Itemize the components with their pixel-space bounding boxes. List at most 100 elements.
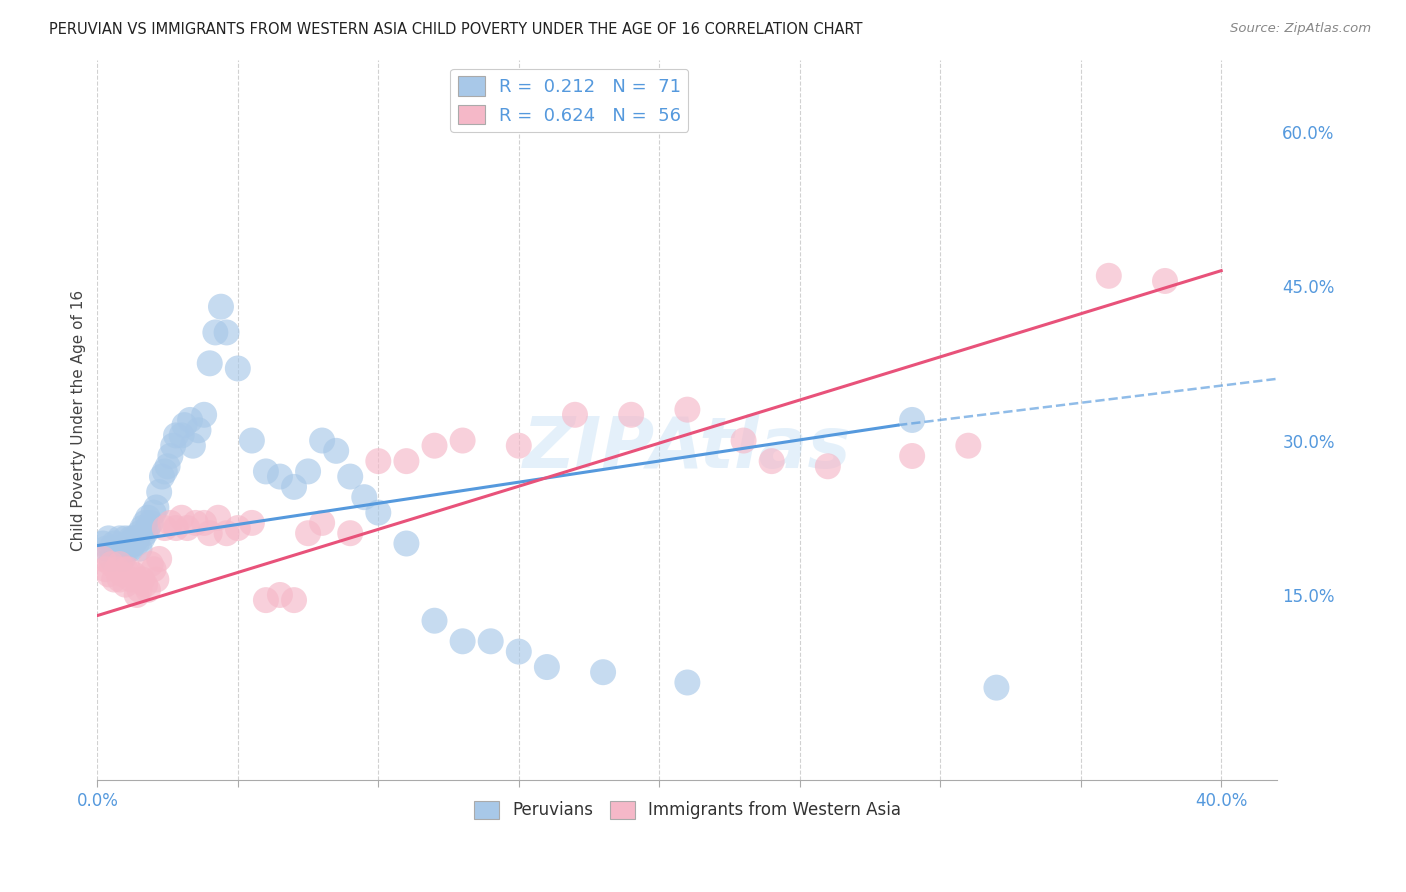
Point [187,423,209,437]
Point [423,439,446,453]
Point [957,439,980,453]
Point [105,547,128,561]
Point [226,361,249,376]
Point [150,469,173,483]
Point [184,516,207,530]
Point [91,536,114,550]
Point [395,536,418,550]
Point [536,660,558,674]
Point [117,541,139,556]
Point [117,562,139,576]
Text: Source: ZipAtlas.com: Source: ZipAtlas.com [1230,22,1371,36]
Point [100,557,122,571]
Point [159,449,181,463]
Point [91,552,114,566]
Point [676,675,699,690]
Point [134,516,156,530]
Point [207,510,229,524]
Point [165,428,187,442]
Point [564,408,586,422]
Point [733,434,755,448]
Point [108,573,131,587]
Point [128,582,150,597]
Point [451,634,474,648]
Point [479,634,502,648]
Point [395,454,418,468]
Point [592,665,614,680]
Point [1154,274,1177,288]
Point [114,532,136,546]
Point [676,402,699,417]
Point [114,562,136,576]
Point [120,532,142,546]
Point [1098,268,1121,283]
Point [817,459,839,474]
Point [108,532,131,546]
Point [136,510,159,524]
Point [162,439,184,453]
Point [311,434,333,448]
Point [761,454,783,468]
Point [94,541,117,556]
Point [423,614,446,628]
Point [170,428,193,442]
Point [153,521,176,535]
Point [226,521,249,535]
Point [122,532,145,546]
Point [131,573,153,587]
Point [122,536,145,550]
Point [901,413,924,427]
Point [94,562,117,576]
Point [103,536,125,550]
Point [111,547,134,561]
Point [117,536,139,550]
Point [240,516,263,530]
Point [103,573,125,587]
Point [325,443,347,458]
Point [131,521,153,535]
Point [139,557,162,571]
Point [122,567,145,582]
Point [125,588,148,602]
Point [105,562,128,576]
Point [108,541,131,556]
Point [193,516,215,530]
Point [148,552,170,566]
Point [181,439,204,453]
Point [508,644,530,658]
Point [120,541,142,556]
Point [297,465,319,479]
Point [136,582,159,597]
Point [353,490,375,504]
Point [367,506,389,520]
Point [114,541,136,556]
Point [986,681,1008,695]
Point [901,449,924,463]
Point [198,356,221,370]
Point [159,516,181,530]
Point [311,516,333,530]
Point [125,536,148,550]
Point [215,326,238,340]
Point [145,573,167,587]
Point [367,454,389,468]
Point [128,526,150,541]
Point [193,408,215,422]
Point [508,439,530,453]
Point [134,577,156,591]
Point [97,567,120,582]
Point [111,567,134,582]
Point [128,541,150,556]
Point [125,532,148,546]
Point [254,593,277,607]
Point [620,408,643,422]
Point [173,418,195,433]
Point [204,326,226,340]
Point [120,573,142,587]
Point [269,469,291,483]
Point [339,469,361,483]
Point [131,532,153,546]
Point [198,526,221,541]
Point [283,593,305,607]
Point [139,516,162,530]
